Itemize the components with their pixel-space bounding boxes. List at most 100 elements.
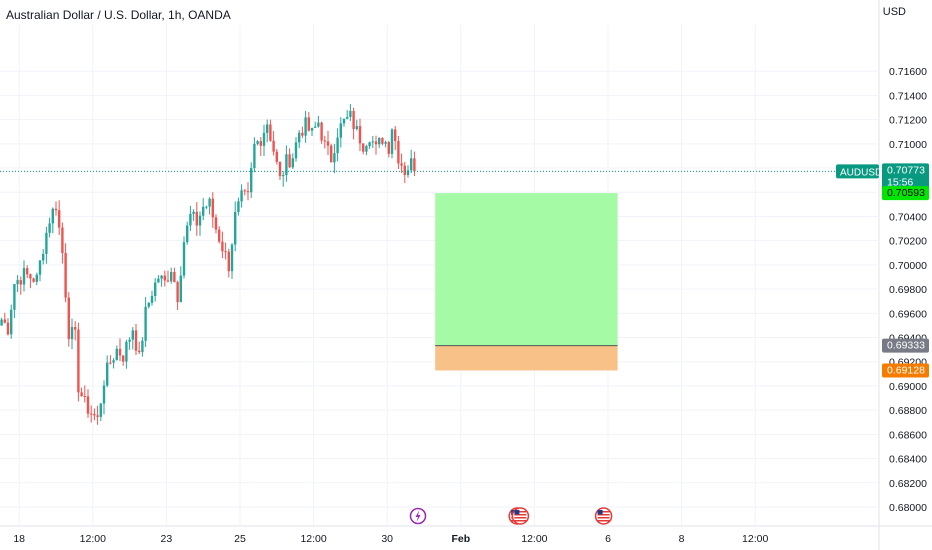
candle-body (374, 141, 378, 145)
lightning-icon (415, 510, 421, 522)
us-flag-icon (514, 520, 527, 522)
candle-body (378, 138, 381, 145)
x-tick-label: 12:00 (300, 533, 326, 545)
us-flag-icon (597, 514, 610, 516)
candle-body (371, 141, 374, 143)
candle-body (154, 282, 157, 296)
x-tick-label: 6 (605, 533, 611, 545)
us-flag-icon (597, 511, 610, 513)
candle-body (368, 142, 371, 147)
candle-body (397, 141, 400, 164)
currency-label: USD (882, 6, 906, 18)
candle-body (342, 118, 346, 124)
candle-body (0, 319, 3, 326)
target-price-tag-text: 0.70593 (887, 187, 925, 199)
candle-body (179, 275, 182, 303)
candle-body (138, 350, 141, 353)
candle-body (288, 154, 291, 168)
candle-body (205, 206, 208, 208)
candle-body (307, 117, 310, 131)
candle-body (115, 348, 118, 361)
candle-body (93, 413, 96, 416)
candle-body (112, 360, 115, 363)
candle-body (176, 282, 179, 303)
candle-body (365, 146, 368, 152)
candle-body (70, 327, 74, 340)
candle-body (19, 280, 22, 285)
candle-body (278, 161, 282, 177)
y-tick-label: 0.68000 (889, 502, 927, 514)
y-tick-label: 0.68800 (889, 405, 927, 417)
candle-body (250, 168, 253, 193)
candle-body (58, 210, 61, 228)
candle-body (339, 123, 342, 138)
candle-body (125, 341, 128, 362)
candle-body (323, 140, 326, 142)
candle-body (221, 241, 224, 252)
candle-body (240, 190, 243, 202)
y-tick-label: 0.71000 (889, 139, 927, 151)
candle-body (147, 302, 150, 307)
candle-body (38, 260, 42, 275)
x-tick-label: 25 (234, 533, 246, 545)
candle-body (29, 274, 32, 279)
candle-body (301, 132, 304, 136)
entry-price-tag (882, 338, 929, 353)
x-tick-label: 18 (13, 533, 25, 545)
candle-body (35, 274, 38, 282)
candle-body (243, 190, 246, 192)
us-flag-icon (597, 520, 610, 522)
x-tick-label: 12:00 (742, 533, 768, 545)
candle-body (285, 154, 288, 176)
candle-body (246, 191, 250, 193)
candle-body (259, 141, 262, 146)
candle-body (6, 322, 10, 335)
candle-body (128, 339, 131, 342)
candle-body (253, 143, 256, 169)
candle-body (234, 211, 237, 245)
candle-body (90, 413, 93, 415)
candle-body (326, 141, 330, 146)
candle-body (394, 129, 397, 142)
candle-body (384, 142, 387, 144)
candle-body (80, 392, 83, 396)
stop-price-tag (882, 363, 929, 378)
candle-body (26, 268, 29, 275)
candle-body (74, 327, 77, 330)
candle-body (294, 142, 298, 159)
candle-body (336, 137, 339, 154)
candle-body (387, 142, 390, 154)
position-tool (435, 193, 618, 371)
us-flag-icon (514, 510, 520, 515)
candle-body (51, 208, 54, 224)
y-tick-label: 0.69800 (889, 284, 927, 296)
loss-zone (435, 345, 618, 371)
candle-body (109, 362, 112, 364)
candle-body (256, 141, 259, 144)
candle-body (227, 251, 230, 272)
candle-body (102, 385, 106, 404)
x-tick-label: 8 (679, 533, 685, 545)
candle-body (189, 213, 192, 226)
y-tick-label: 0.70400 (889, 211, 927, 223)
candle-body (182, 242, 186, 276)
us-flag-icon (514, 514, 527, 516)
chart-title: Australian Dollar / U.S. Dollar, 1h, OAN… (6, 8, 231, 22)
symbol-tag (836, 164, 879, 179)
candle-body (195, 211, 198, 226)
candle-body (150, 295, 154, 303)
candle-body (310, 127, 314, 131)
candle-body (160, 275, 163, 279)
candle-body (32, 278, 35, 282)
x-tick-label: 23 (161, 533, 173, 545)
candle-body (186, 225, 189, 243)
candle-body (83, 395, 86, 397)
us-flag-icon (597, 510, 603, 515)
us-flag-icon (514, 511, 527, 513)
candle-body (362, 143, 365, 152)
x-tick-label: 12:00 (521, 533, 547, 545)
candle-body (413, 158, 416, 172)
candle-body (141, 340, 144, 353)
